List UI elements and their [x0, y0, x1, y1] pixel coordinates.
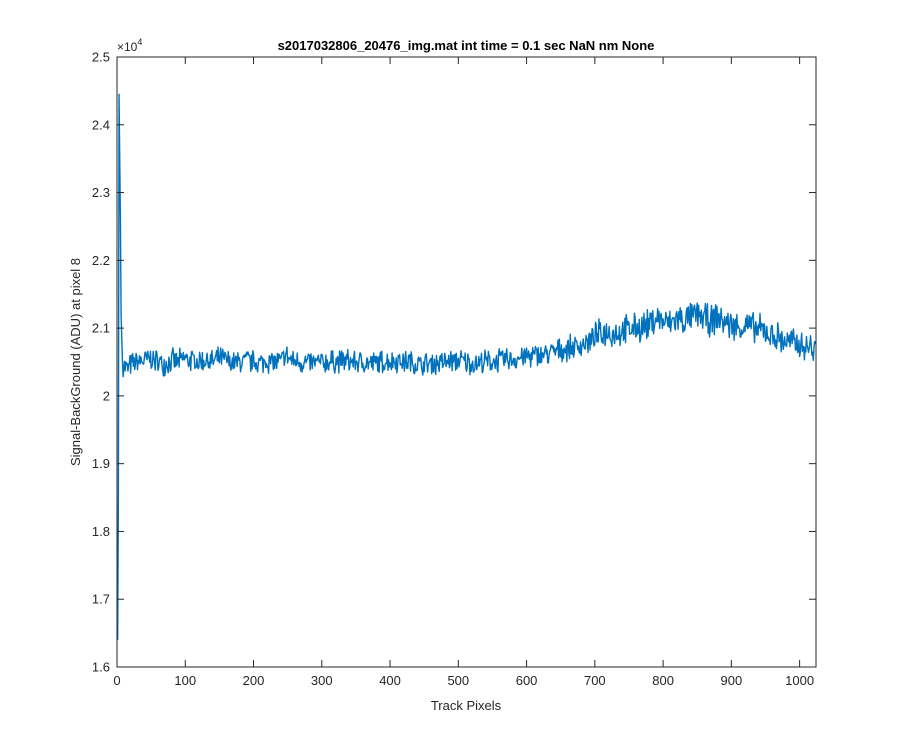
- y-tick-label: 2.2: [92, 253, 110, 268]
- x-axis-label: Track Pixels: [431, 698, 502, 713]
- y-axis-label: Signal-BackGround (ADU) at pixel 8: [68, 258, 83, 466]
- y-tick-label: 1.6: [92, 660, 110, 675]
- y-tick-label: 2.3: [92, 185, 110, 200]
- series-layer: [117, 93, 816, 640]
- x-axis: 0 100 200 300 400 500 600 700 800 900 1000: [113, 57, 814, 688]
- x-tick-label: 800: [652, 673, 674, 688]
- y-tick-label: 1.9: [92, 456, 110, 471]
- x-tick-label: 500: [447, 673, 469, 688]
- x-tick-label: 1000: [785, 673, 814, 688]
- x-tick-label: 0: [113, 673, 120, 688]
- x-tick-label: 900: [721, 673, 743, 688]
- x-tick-label: 300: [311, 673, 333, 688]
- x-tick-label: 400: [379, 673, 401, 688]
- y-tick-label: 1.8: [92, 524, 110, 539]
- y-exponent-power: 4: [137, 37, 142, 47]
- y-tick-label: 1.7: [92, 592, 110, 607]
- chart-title: s2017032806_20476_img.mat int time = 0.1…: [278, 38, 655, 53]
- x-tick-label: 200: [243, 673, 265, 688]
- y-tick-label: 2.5: [92, 50, 110, 65]
- axes-box: [116, 56, 817, 668]
- y-tick-label: 2.1: [92, 321, 110, 336]
- y-tick-label: 2.4: [92, 117, 110, 132]
- x-tick-label: 100: [174, 673, 196, 688]
- y-axis: 1.6 1.7 1.8 1.9 2 2.1 2.2 2.3 2.4 2.5: [92, 50, 816, 675]
- x-tick-label: 600: [516, 673, 538, 688]
- series-line: [117, 93, 816, 640]
- x-tick-label: 700: [584, 673, 606, 688]
- y-tick-label: 2: [103, 388, 110, 403]
- y-exponent-label: ×104: [117, 37, 142, 54]
